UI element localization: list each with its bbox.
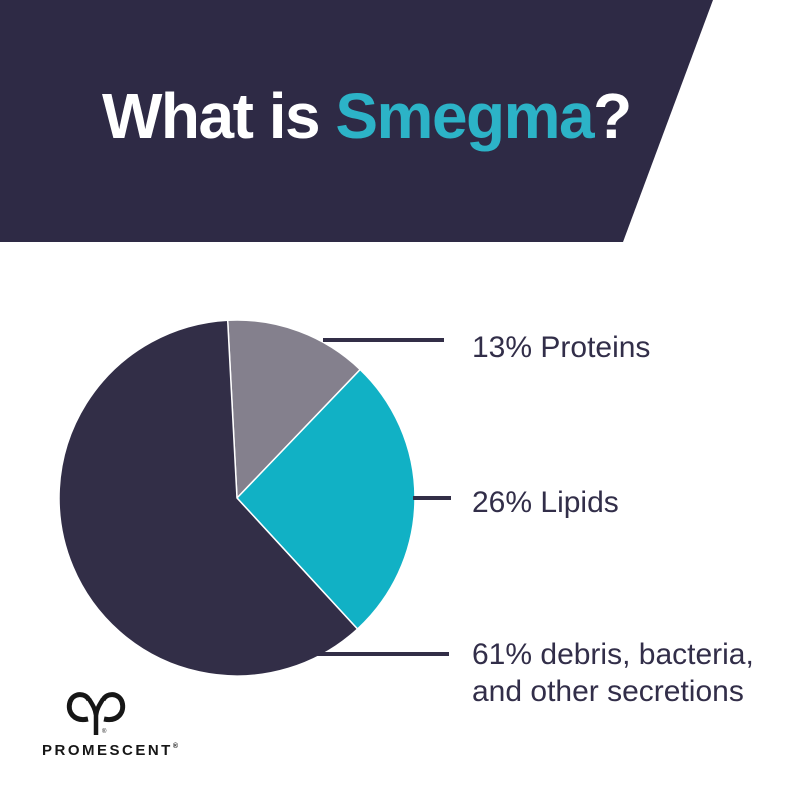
brand-wordmark: PROMESCENT® — [42, 742, 178, 759]
callout-line-debris — [313, 652, 449, 656]
header-banner: What is Smegma? — [0, 0, 713, 242]
brand-name: PROMESCENT — [42, 742, 173, 759]
title-prefix: What is — [102, 80, 336, 152]
callout-label-proteins: 13% Proteins — [472, 331, 651, 364]
page-title: What is Smegma? — [102, 84, 632, 148]
callout-label-debris-line1: 61% debris, bacteria, — [472, 638, 754, 671]
pie-slice-debris — [58, 319, 359, 677]
registered-mark-icon: ® — [102, 729, 107, 735]
callout-label-debris: 61% debris, bacteria, and other secretio… — [472, 636, 754, 710]
callout-label-debris-line2: and other secretions — [472, 675, 744, 708]
aries-ram-icon — [66, 692, 126, 735]
callout-line-lipids — [413, 496, 451, 500]
title-highlight: Smegma — [335, 80, 594, 152]
pie-chart-svg — [58, 319, 416, 677]
pie-chart — [57, 318, 417, 678]
brand-logo: ® PROMESCENT® — [40, 688, 240, 768]
pie-slice-proteins — [226, 319, 361, 499]
callout-line-proteins — [323, 338, 444, 342]
callout-label-lipids: 26% Lipids — [472, 486, 619, 519]
title-suffix: ? — [593, 80, 632, 152]
registered-symbol: ® — [172, 743, 179, 750]
